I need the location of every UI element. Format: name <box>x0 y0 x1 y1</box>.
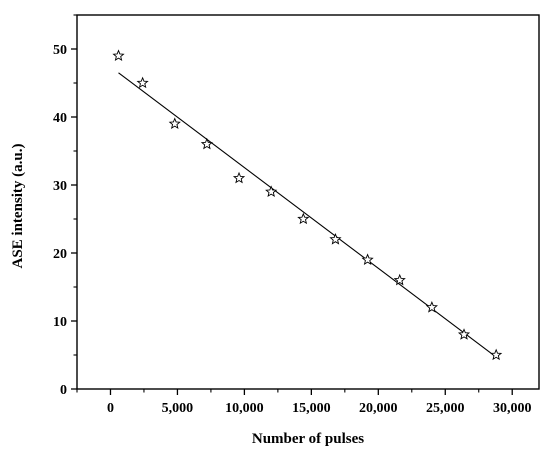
y-tick-label: 50 <box>53 43 67 58</box>
x-tick-label: 10,000 <box>225 401 264 416</box>
plot-border <box>76 14 540 390</box>
data-point-star <box>265 185 278 197</box>
data-point-star <box>136 76 149 89</box>
data-point-star <box>297 212 310 225</box>
y-tick-label: 20 <box>53 247 67 262</box>
x-axis: 0 5,000 10,000 15,000 20,000 25,000 30,000 <box>76 389 532 416</box>
y-tick-label: 30 <box>53 179 67 194</box>
x-tick-label: 0 <box>107 401 114 416</box>
data-point-star <box>168 117 181 129</box>
x-tick-label: 30,000 <box>493 401 532 416</box>
y-axis-title: ASE intensity (a.u.) <box>10 143 26 268</box>
data-point-star <box>329 232 342 245</box>
data-point-star <box>425 300 438 313</box>
x-axis-title: Number of pulses <box>252 431 364 447</box>
fit-line <box>118 72 497 358</box>
x-tick-label: 5,000 <box>162 401 194 416</box>
x-tick-label: 25,000 <box>426 401 465 416</box>
x-tick-label: 20,000 <box>359 401 398 416</box>
y-tick-label: 40 <box>53 111 67 126</box>
y-tick-label: 10 <box>53 315 67 330</box>
data-point-star <box>361 253 374 265</box>
x-tick-label: 15,000 <box>292 401 331 416</box>
data-point-star <box>112 49 125 61</box>
data-points <box>112 49 503 361</box>
y-axis: 0 10 20 30 40 50 <box>53 14 77 398</box>
data-point-star <box>393 273 406 286</box>
data-point-star <box>457 328 471 340</box>
plot-frame <box>76 14 540 390</box>
data-point-star <box>200 137 213 150</box>
fit-line-layer <box>118 72 497 358</box>
y-tick-label: 0 <box>60 383 67 398</box>
data-point-star <box>490 348 503 361</box>
data-point-star <box>232 171 246 184</box>
